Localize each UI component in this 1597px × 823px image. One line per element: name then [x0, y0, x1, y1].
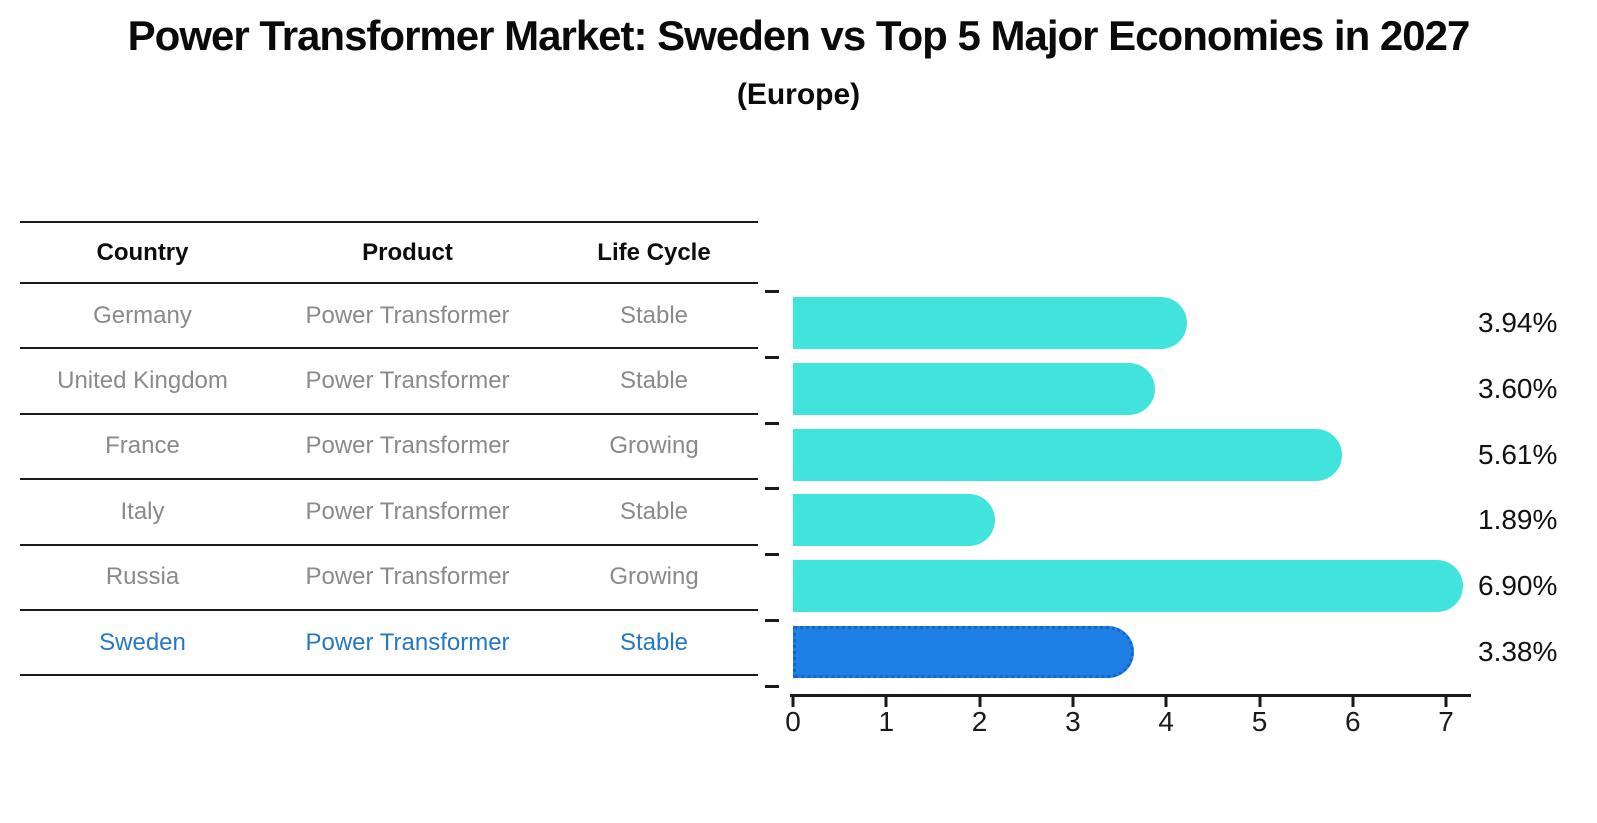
cell-product: Power Transformer [305, 432, 510, 460]
cell-life_cycle: Growing [609, 432, 699, 460]
cell-country: Russia [105, 563, 180, 591]
cell-product: Power Transformer [305, 497, 510, 525]
x-axis-tick [1071, 697, 1075, 707]
bar-france [793, 428, 1343, 481]
x-axis-tick [1258, 697, 1261, 707]
cell-country: United Kingdom [57, 367, 228, 395]
cell-country: France [105, 432, 180, 460]
value-label-italy: 1.89% [1478, 504, 1558, 536]
bar-germany [793, 297, 1187, 349]
cell-life_cycle: Stable [619, 628, 689, 656]
table-row-sweden: Sweden Power Transformer Stable [20, 611, 758, 677]
bar-united-kingdom [793, 362, 1155, 415]
cell-life_cycle: Stable [619, 367, 689, 395]
x-axis-tick [884, 697, 888, 707]
cell-life_cycle: Stable [619, 301, 689, 329]
table-row-united-kingdom: United Kingdom Power Transformer Stable [20, 349, 758, 415]
bar-sweden [793, 626, 1135, 678]
table-header-row: Country Product Life Cycle [20, 223, 758, 284]
x-axis-tick-label: 7 [1438, 706, 1454, 737]
cell-country: Sweden [99, 628, 186, 656]
column-header-product: Product [362, 238, 453, 266]
cell-country: Germany [93, 301, 192, 329]
cell-life_cycle: Growing [609, 563, 699, 591]
x-axis-tick [1444, 697, 1448, 707]
y-axis-tick [765, 290, 779, 293]
cell-product: Power Transformer [305, 563, 510, 591]
column-header-life_cycle: Life Cycle [597, 238, 711, 266]
bar-italy [793, 494, 996, 547]
y-axis-tick [765, 355, 779, 359]
y-axis-tick [765, 553, 779, 557]
value-label-sweden: 3.38% [1478, 636, 1558, 667]
table-row-france: France Power Transformer Growing [20, 415, 758, 481]
chart-subtitle: (Europe) [736, 78, 861, 111]
cell-product: Power Transformer [305, 301, 510, 329]
y-axis-tick [765, 421, 779, 425]
x-axis-tick-label: 1 [878, 706, 895, 737]
cell-country: Italy [120, 497, 165, 525]
x-axis-tick-label: 0 [785, 706, 801, 737]
x-axis-tick [791, 697, 795, 707]
bar-russia [793, 560, 1463, 613]
table-row-italy: Italy Power Transformer Stable [20, 480, 758, 546]
y-axis-tick [765, 487, 779, 491]
chart-title: Power Transformer Market: Sweden vs Top … [127, 12, 1471, 59]
x-axis-tick-label: 2 [971, 706, 988, 737]
value-label-russia: 6.90% [1478, 570, 1558, 602]
table-row-russia: Russia Power Transformer Growing [20, 546, 758, 611]
x-axis-tick [978, 697, 982, 707]
column-header-country: Country [96, 238, 189, 266]
y-axis-tick [765, 619, 779, 622]
table-row-germany: Germany Power Transformer Stable [20, 284, 758, 350]
x-axis-tick-label: 4 [1158, 706, 1174, 737]
x-axis-tick [1351, 697, 1355, 707]
x-axis-tick-label: 6 [1345, 706, 1361, 737]
x-axis-tick [1164, 697, 1168, 707]
y-axis-tick [765, 684, 779, 688]
country-table: Country Product Life Cycle Germany Power Tr… [20, 221, 758, 677]
cell-product: Power Transformer [305, 367, 510, 395]
value-label-germany: 3.94% [1478, 307, 1558, 338]
value-label-united-kingdom: 3.60% [1478, 372, 1558, 404]
x-axis-tick-label: 5 [1251, 706, 1268, 737]
cell-product: Power Transformer [305, 628, 510, 656]
x-axis-line [790, 694, 1471, 697]
table-body: Germany Power Transformer Stable United Kin… [20, 284, 758, 677]
x-axis-tick-label: 3 [1065, 706, 1081, 737]
value-label-france: 5.61% [1478, 438, 1558, 470]
cell-life_cycle: Stable [619, 497, 689, 525]
